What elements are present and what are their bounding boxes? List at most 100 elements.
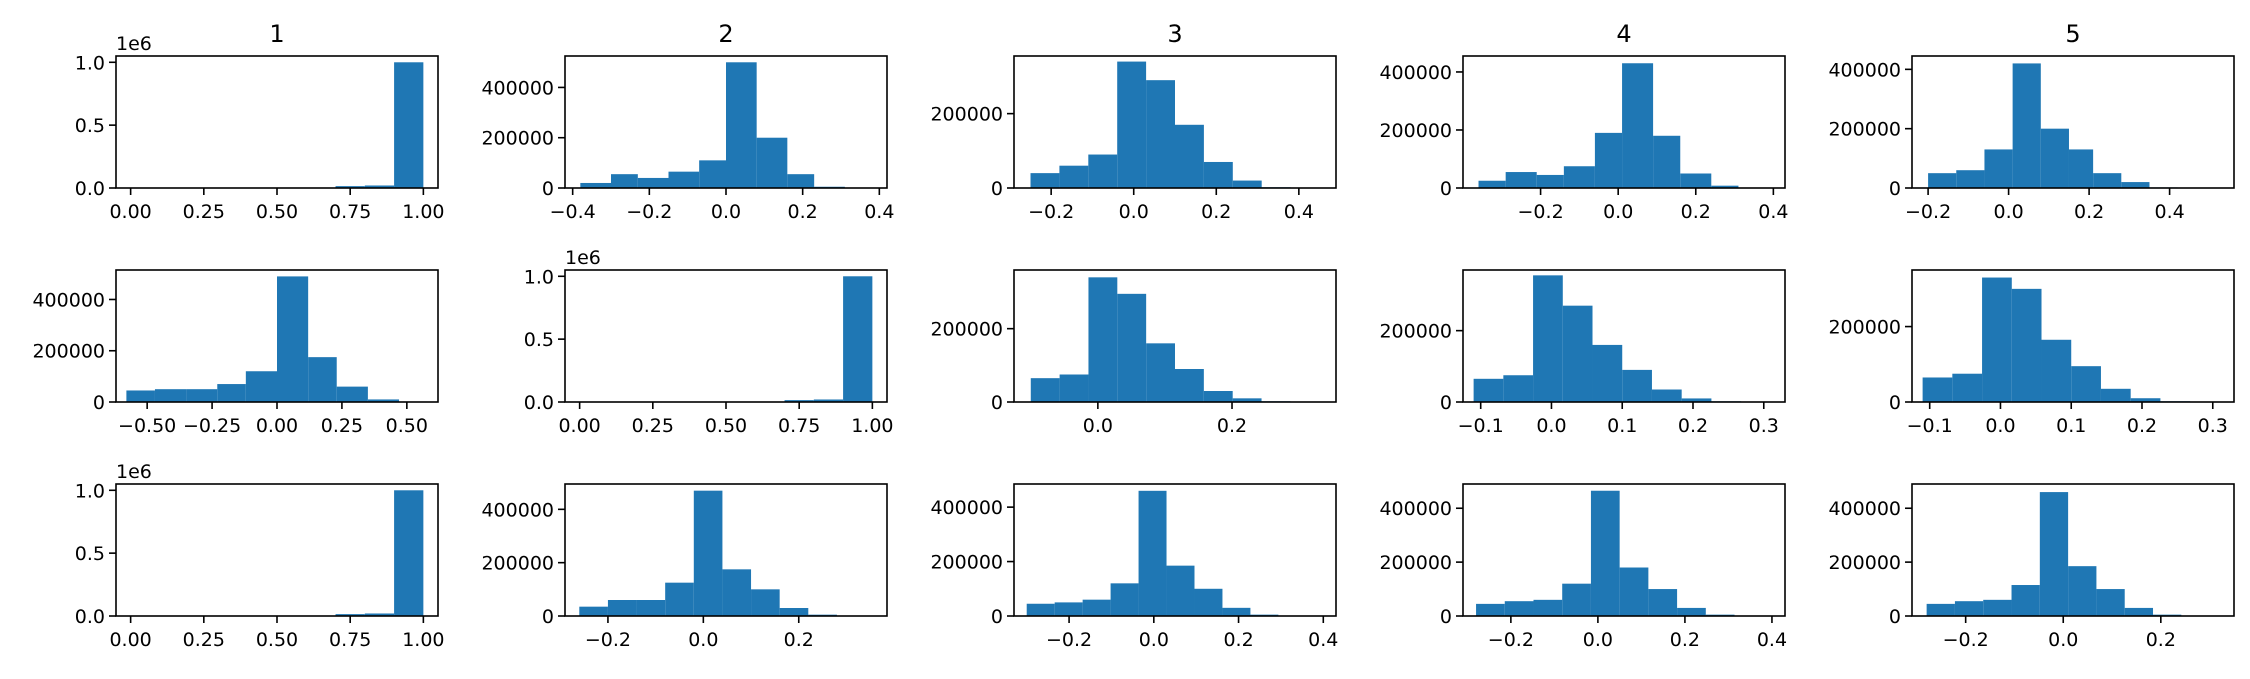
histogram-bar	[394, 490, 423, 616]
histogram-bar	[2125, 608, 2153, 616]
histogram-bar	[1677, 608, 1706, 616]
histogram-bar	[722, 569, 751, 616]
histogram-bar	[1648, 589, 1677, 616]
histogram-bar	[1088, 155, 1117, 188]
x-tick-label: −0.1	[1907, 415, 1953, 437]
x-tick-label: 0.25	[321, 415, 363, 437]
histogram-bar	[1622, 63, 1653, 188]
y-tick-label: 0	[1889, 392, 1901, 414]
x-tick-label: 0.2	[1223, 629, 1253, 651]
y-tick-label: 0	[542, 606, 554, 628]
histogram-bar	[1055, 602, 1083, 616]
y-tick-label: 0	[1440, 392, 1452, 414]
axes-frame	[116, 484, 438, 616]
histogram-bar	[669, 172, 700, 188]
histogram-bar	[2012, 585, 2040, 616]
histogram-bar	[1031, 173, 1060, 188]
x-tick-label: 0.2	[1201, 201, 1231, 223]
histogram-bar	[1928, 173, 1956, 188]
x-tick-label: 0.0	[688, 629, 718, 651]
x-tick-label: 0.25	[183, 201, 225, 223]
histogram-bar	[1952, 374, 1982, 402]
histogram-bar	[1984, 149, 2012, 188]
histogram-bar	[1474, 379, 1504, 402]
histogram-bar	[2069, 149, 2093, 188]
x-tick-label: 0.4	[1758, 201, 1788, 223]
x-tick-label: 0.0	[1536, 415, 1566, 437]
histogram-bar	[2042, 340, 2072, 402]
x-tick-label: 0.00	[256, 415, 298, 437]
x-tick-label: 0.0	[1119, 201, 1149, 223]
y-tick-label: 0	[93, 392, 105, 414]
x-tick-label: 0.0	[1993, 201, 2023, 223]
y-tick-label: 400000	[481, 499, 554, 521]
y-tick-label: 0.0	[524, 392, 554, 414]
column-title: 5	[2065, 20, 2080, 48]
histogram-bar	[1505, 601, 1534, 616]
histogram-bar	[1537, 175, 1564, 188]
y-tick-label: 0	[991, 178, 1003, 200]
y-tick-label: 200000	[1379, 552, 1452, 574]
histogram-bar	[611, 174, 638, 188]
x-tick-label: −0.2	[585, 629, 631, 651]
histogram-bar	[2101, 389, 2131, 402]
y-tick-label: 0	[1889, 178, 1901, 200]
x-tick-label: −0.25	[183, 415, 241, 437]
x-tick-label: 0.75	[329, 629, 371, 651]
histogram-bar	[608, 600, 637, 616]
histogram-bar	[1533, 275, 1563, 402]
y-tick-label: 200000	[32, 341, 105, 363]
x-tick-label: 0.3	[1749, 415, 1779, 437]
x-tick-label: −0.1	[1458, 415, 1504, 437]
histogram-bar	[1204, 391, 1233, 402]
histogram-bar	[1060, 375, 1089, 403]
y-tick-label: 0	[991, 392, 1003, 414]
y-tick-label: 200000	[481, 553, 554, 575]
y-tick-label: 200000	[481, 128, 554, 150]
x-tick-label: 0.00	[109, 201, 151, 223]
x-tick-label: 0.4	[864, 201, 894, 223]
histogram-bar	[787, 174, 814, 188]
y-tick-label: 200000	[930, 104, 1003, 126]
histogram-bar	[694, 491, 723, 616]
histogram-bar	[1059, 166, 1088, 188]
histogram-bar	[155, 389, 186, 402]
y-tick-label: 0.5	[75, 115, 105, 137]
histogram-bar	[2071, 366, 2101, 402]
histogram-bar	[1233, 181, 1262, 188]
histogram-bar	[1595, 133, 1622, 188]
histogram-bar	[1955, 601, 1983, 616]
histogram-bar	[1175, 125, 1204, 188]
histogram-bar	[1983, 600, 2011, 616]
histogram-bar	[2121, 182, 2149, 188]
x-tick-label: −0.2	[1488, 629, 1534, 651]
histogram-bar	[2013, 63, 2041, 188]
histogram-bar	[1194, 589, 1222, 616]
histogram-bar	[579, 607, 608, 616]
y-tick-label: 200000	[930, 552, 1003, 574]
x-tick-label: 0.0	[711, 201, 741, 223]
histogram-bar	[2012, 289, 2042, 402]
histogram-bar	[1479, 181, 1506, 188]
y-tick-label: 0	[991, 606, 1003, 628]
histogram-bar	[1680, 173, 1711, 188]
y-tick-label: 400000	[1379, 62, 1452, 84]
x-tick-label: −0.4	[550, 201, 596, 223]
x-tick-label: −0.2	[1046, 629, 1092, 651]
x-tick-label: 0.2	[1678, 415, 1708, 437]
histogram-bar	[751, 589, 780, 616]
histogram-bar	[1476, 604, 1505, 616]
histogram-bar	[1927, 604, 1955, 616]
x-tick-label: 0.25	[632, 415, 674, 437]
histogram-bar	[1088, 277, 1117, 402]
x-tick-label: 1.00	[402, 201, 444, 223]
x-tick-label: 0.50	[256, 629, 298, 651]
histogram-bar	[1117, 294, 1146, 402]
